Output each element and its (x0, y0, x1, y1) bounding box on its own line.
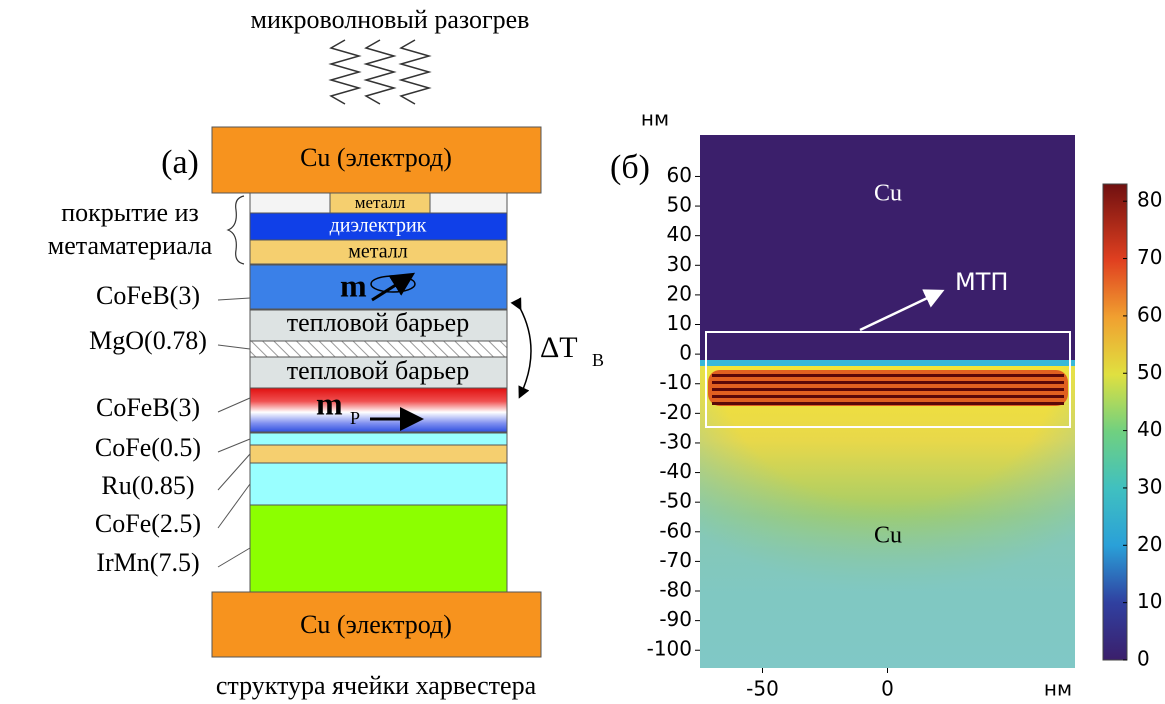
leader (218, 298, 250, 300)
region-label: Cu (874, 181, 902, 207)
side-labels: CoFeB(3) MgO(0.78) CoFeB(3) CoFe(0.5) Ru(0.8… (89, 281, 250, 577)
y-tick-label: -40 (659, 459, 692, 483)
panel-label: (б) (610, 149, 650, 186)
y-tick-label: 30 (667, 252, 692, 276)
y-tick-label: -70 (659, 548, 692, 572)
y-tick-label: -20 (659, 400, 692, 424)
y-tick-label: -60 (659, 518, 692, 542)
layer-label: тепловой барьер (287, 356, 469, 385)
colorbar-tick-label: 30 (1137, 474, 1162, 498)
y-tick-label: 60 (667, 163, 692, 187)
y-tick-label: -30 (659, 429, 692, 453)
layer-label: диэлектрик (330, 215, 427, 237)
layer-name: CoFeB(3) (96, 281, 200, 310)
delta-t: ΔT (540, 331, 578, 364)
y-tick-label: -10 (659, 370, 692, 394)
brace (228, 196, 244, 264)
springs (331, 40, 429, 104)
magnetization-sub: P (350, 408, 360, 428)
colorbar-tick-label: 80 (1137, 188, 1162, 212)
leader (218, 345, 250, 349)
heatmap-fade (700, 365, 1075, 668)
leader (218, 398, 250, 412)
layer-name: IrMn(7.5) (96, 548, 199, 577)
magnetization: m (340, 267, 367, 303)
delta-t-sub: B (592, 350, 604, 370)
colorbar-tick-label: 50 (1137, 360, 1162, 384)
x-axis-label: нм (1044, 677, 1072, 701)
layer-label: металл (348, 241, 408, 263)
y-tick-label: -80 (659, 578, 692, 602)
colorbar-tick-label: 20 (1137, 532, 1162, 556)
panel-label: (а) (161, 144, 199, 181)
colorbar-tick-label: 40 (1137, 417, 1162, 441)
y-tick-label: 0 (679, 341, 692, 365)
top-caption: микроволновый разогрев (251, 5, 530, 34)
double-arrow (520, 308, 531, 396)
colorbar-tick-label: 60 (1137, 302, 1162, 326)
electrode-label: Cu (электрод) (300, 610, 452, 639)
leader (218, 454, 250, 490)
y-tick-label: 50 (667, 193, 692, 217)
colorbar-tick-label: 0 (1137, 647, 1150, 671)
panel-a: микроволновый разогрев (а) Cu (электрод)… (48, 5, 604, 700)
bottom-caption: структура ячейки харвестера (216, 671, 537, 700)
y-tick-label: -100 (647, 637, 692, 661)
layer-label: тепловой барьер (287, 308, 469, 337)
y-tick-label: 40 (667, 222, 692, 246)
leader (218, 484, 250, 528)
annotation: МТП (955, 268, 1008, 296)
layer-name: CoFeB(3) (96, 393, 200, 422)
layer-name: CoFe(2.5) (95, 509, 201, 538)
y-axis-label: нм (641, 107, 669, 131)
heatmap-stripe (712, 374, 1064, 377)
layer-name: CoFe(0.5) (95, 433, 201, 462)
x-tick-label: 0 (881, 677, 894, 701)
colorbar-tick-label: 10 (1137, 589, 1162, 613)
y-tick-label: 20 (667, 281, 692, 305)
region-label: Cu (874, 523, 902, 549)
heatmap-stripe (712, 381, 1064, 384)
layer-name: MgO(0.78) (89, 326, 207, 355)
coating-label: метаматериала (48, 231, 213, 260)
layer-label: металл (355, 193, 406, 212)
colorbar-tick-label: 70 (1137, 245, 1162, 269)
coating-label: покрытие из (61, 198, 199, 227)
figure: микроволновый разогрев (а) Cu (электрод)… (0, 0, 1165, 704)
leader (218, 439, 250, 452)
layer-name: Ru(0.85) (101, 471, 194, 500)
heatmap-stripe (712, 395, 1064, 398)
y-tick-label: -50 (659, 489, 692, 513)
x-tick-label: -50 (746, 677, 779, 701)
heatmap-stripe (712, 388, 1064, 391)
electrode-label: Cu (электрод) (300, 143, 452, 172)
heatmap-stripe (712, 402, 1064, 405)
y-tick-label: -90 (659, 607, 692, 631)
heatmap-edge (700, 360, 1075, 366)
colorbar (1103, 184, 1127, 660)
y-tick-label: 10 (667, 311, 692, 335)
magnetization: m (316, 385, 343, 421)
panel-b: МТПCuCu(б)нмнм-100-90-80-70-60-50-40-30-… (610, 107, 1162, 701)
leader (218, 548, 250, 567)
